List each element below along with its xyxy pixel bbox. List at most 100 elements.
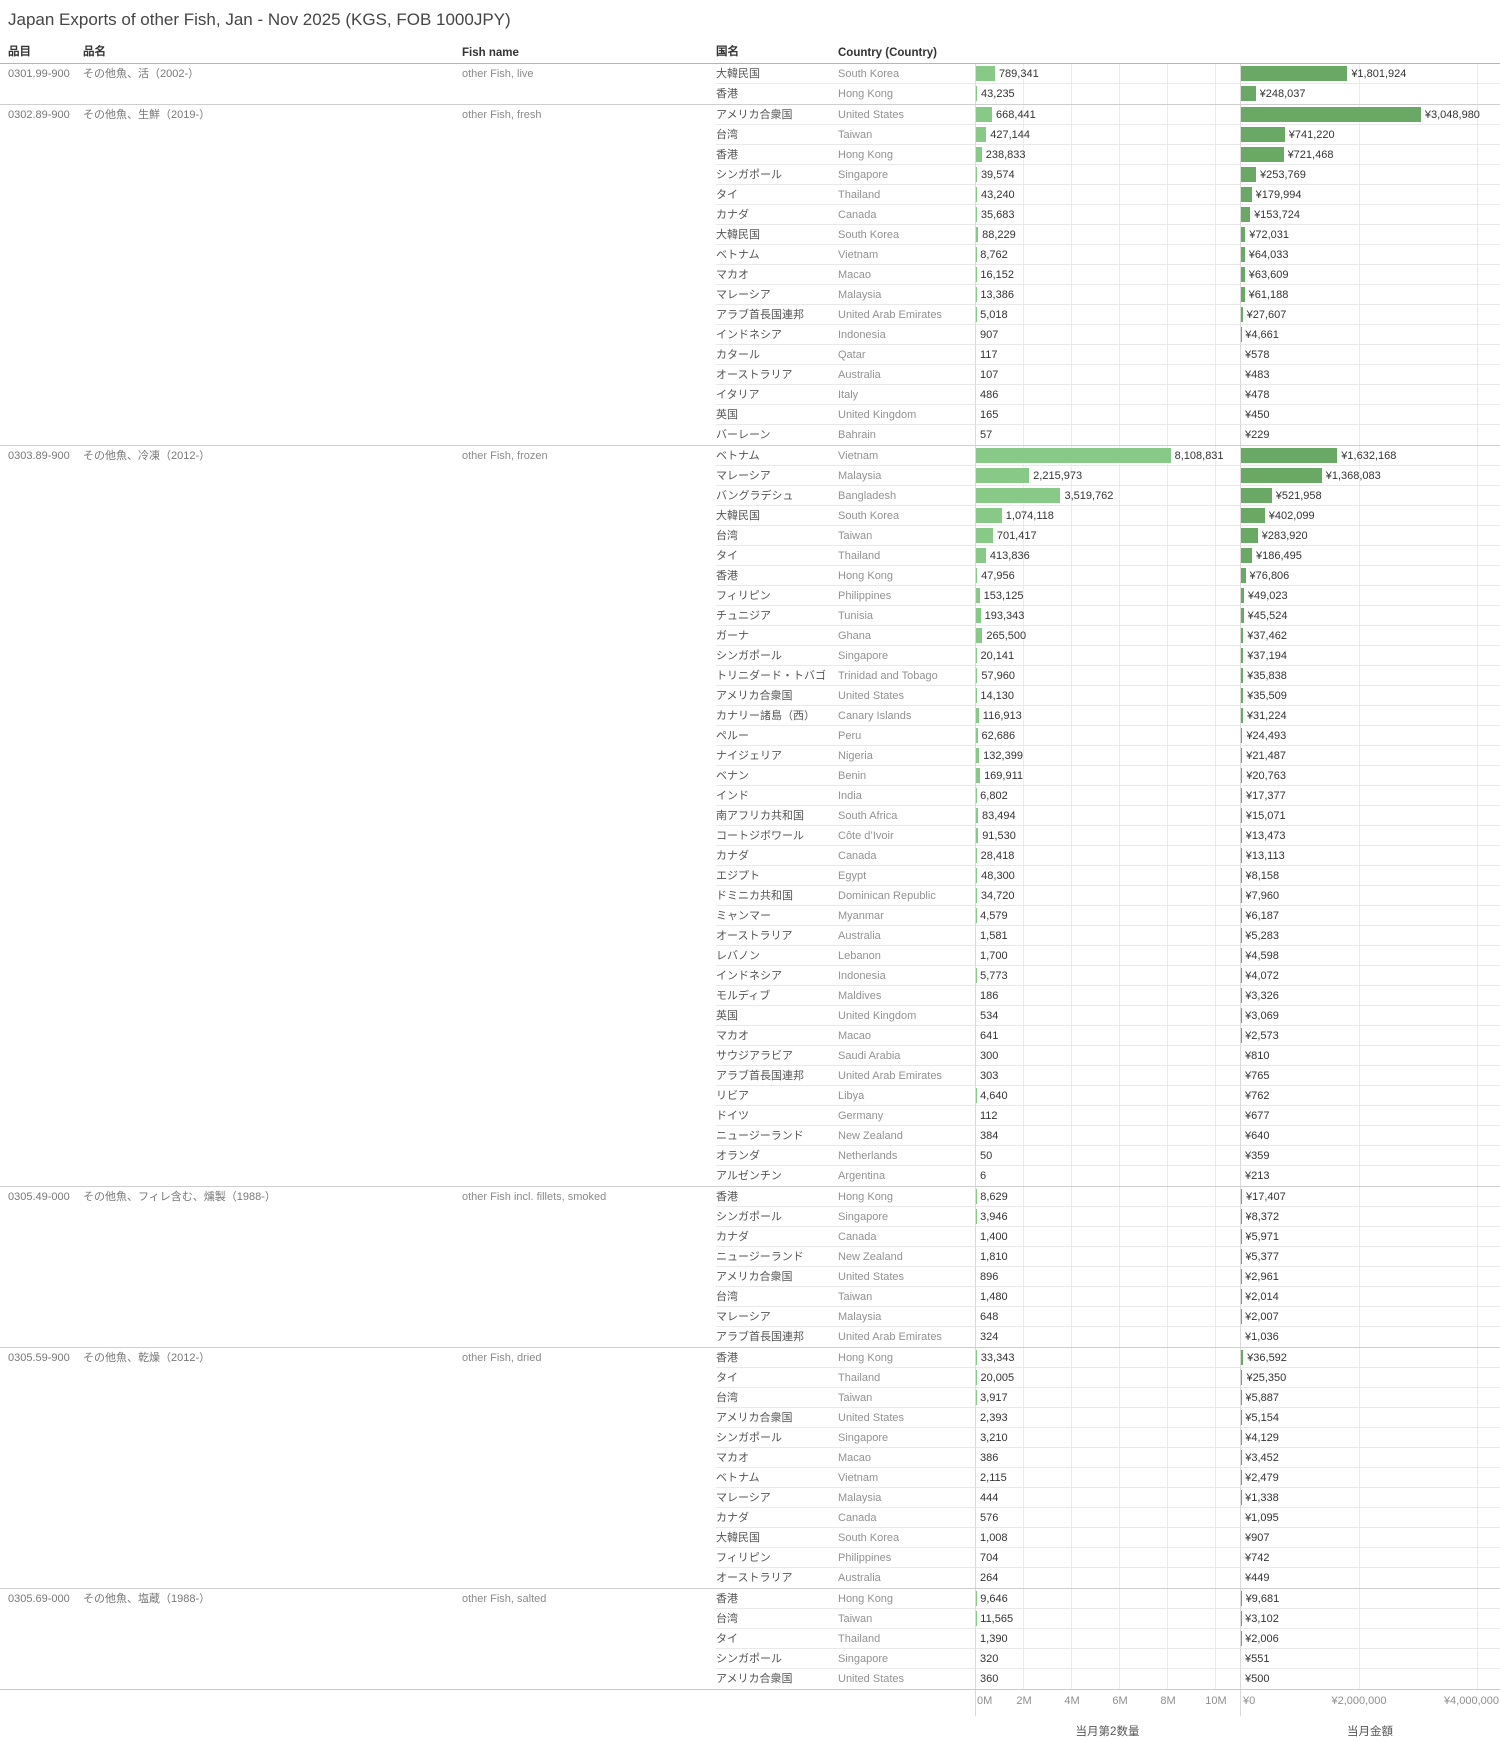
amount-bar[interactable]: [1241, 1370, 1243, 1385]
table-row: アラブ首長国連邦 United Arab Emirates 303 ¥765: [0, 1066, 1500, 1086]
qty-bar[interactable]: [976, 608, 981, 623]
country-name-jp: 台湾: [716, 526, 838, 546]
qty-bar[interactable]: [976, 728, 978, 743]
amount-bar[interactable]: [1241, 227, 1246, 242]
qty-bar-cell: 88,229: [975, 225, 1240, 245]
table-row: タイ Thailand 413,836 ¥186,495: [0, 546, 1500, 566]
qty-bar[interactable]: [976, 848, 977, 863]
qty-bar[interactable]: [976, 488, 1061, 503]
amount-bar-cell: ¥907: [1240, 1528, 1500, 1548]
amount-bar[interactable]: [1241, 448, 1338, 463]
amount-bar[interactable]: [1241, 66, 1348, 81]
qty-value: 1,480: [980, 1291, 1008, 1303]
amount-bar[interactable]: [1241, 107, 1421, 122]
qty-bar[interactable]: [976, 808, 978, 823]
fish-name: [462, 786, 716, 806]
qty-bar[interactable]: [976, 588, 980, 603]
amount-bar[interactable]: [1241, 1591, 1242, 1606]
amount-bar-cell: ¥49,023: [1240, 586, 1500, 606]
item-code: [0, 365, 83, 385]
qty-value: 2,115: [980, 1472, 1007, 1484]
amount-bar[interactable]: [1241, 828, 1242, 843]
qty-bar[interactable]: [976, 86, 978, 101]
amount-bar[interactable]: [1241, 588, 1244, 603]
qty-bar[interactable]: [976, 127, 987, 142]
amount-bar[interactable]: [1241, 848, 1242, 863]
amount-bar[interactable]: [1241, 508, 1265, 523]
qty-bar-cell: 48,300: [975, 866, 1240, 886]
qty-bar[interactable]: [976, 187, 978, 202]
amount-bar[interactable]: [1241, 668, 1244, 683]
qty-bar[interactable]: [976, 147, 982, 162]
amount-bar[interactable]: [1241, 688, 1244, 703]
item-name-jp: [83, 425, 462, 445]
item-code: [0, 1508, 83, 1528]
amount-bar[interactable]: [1241, 708, 1243, 723]
column-header-fish-name: Fish name: [462, 47, 519, 59]
country-name-jp: ガーナ: [716, 626, 838, 646]
amount-bar[interactable]: [1241, 287, 1245, 302]
item-code: [0, 906, 83, 926]
amount-bar[interactable]: [1241, 167, 1256, 182]
qty-bar[interactable]: [976, 668, 978, 683]
country-name-en: United States: [838, 1267, 975, 1287]
table-row: タイ Thailand 1,390 ¥2,006: [0, 1629, 1500, 1649]
table-row: タイ Thailand 20,005 ¥25,350: [0, 1368, 1500, 1388]
amount-bar[interactable]: [1241, 307, 1243, 322]
amount-bar[interactable]: [1241, 86, 1256, 101]
qty-bar[interactable]: [976, 828, 979, 843]
qty-bar[interactable]: [976, 868, 978, 883]
country-name-en: Hong Kong: [838, 1187, 975, 1207]
fish-name: [462, 345, 716, 365]
qty-value: 62,686: [981, 730, 1016, 742]
qty-bar[interactable]: [976, 167, 977, 182]
qty-bar[interactable]: [976, 107, 993, 122]
qty-bar[interactable]: [976, 468, 1030, 483]
amount-bar[interactable]: [1241, 1350, 1244, 1365]
amount-bar[interactable]: [1241, 808, 1242, 823]
qty-bar[interactable]: [976, 227, 979, 242]
qty-bar[interactable]: [976, 448, 1171, 463]
amount-bar[interactable]: [1241, 488, 1272, 503]
amount-bar[interactable]: [1241, 247, 1245, 262]
amount-bar-cell: ¥4,129: [1240, 1428, 1500, 1448]
amount-bar[interactable]: [1241, 187, 1252, 202]
amount-bar[interactable]: [1241, 468, 1322, 483]
country-name-en: United States: [838, 1408, 975, 1428]
item-code: [0, 1086, 83, 1106]
item-code: [0, 305, 83, 325]
amount-bar[interactable]: [1241, 267, 1245, 282]
qty-bar[interactable]: [976, 768, 981, 783]
qty-bar[interactable]: [976, 207, 977, 222]
amount-bar[interactable]: [1241, 147, 1284, 162]
qty-value: 300: [980, 1050, 999, 1062]
item-code: 0301.99-900: [8, 68, 70, 80]
qty-bar[interactable]: [976, 528, 993, 543]
qty-bar[interactable]: [976, 748, 980, 763]
qty-bar[interactable]: [976, 508, 1002, 523]
fish-name: other Fish, dried: [462, 1352, 542, 1364]
amount-bar[interactable]: [1241, 528, 1258, 543]
amount-bar[interactable]: [1241, 1189, 1243, 1204]
qty-bar[interactable]: [976, 66, 995, 81]
qty-bar[interactable]: [976, 888, 977, 903]
qty-bar[interactable]: [976, 1350, 977, 1365]
amount-bar[interactable]: [1241, 207, 1251, 222]
amount-bar[interactable]: [1241, 788, 1243, 803]
qty-bar-cell: 8,629: [975, 1187, 1240, 1207]
amount-bar[interactable]: [1241, 628, 1244, 643]
amount-bar[interactable]: [1241, 608, 1244, 623]
item-code: [0, 1106, 83, 1126]
qty-bar[interactable]: [976, 628, 983, 643]
amount-bar[interactable]: [1241, 648, 1244, 663]
amount-bar[interactable]: [1241, 748, 1243, 763]
amount-bar[interactable]: [1241, 127, 1285, 142]
amount-bar[interactable]: [1241, 568, 1246, 583]
amount-bar[interactable]: [1241, 768, 1243, 783]
qty-bar[interactable]: [976, 568, 978, 583]
amount-bar[interactable]: [1241, 728, 1243, 743]
qty-bar[interactable]: [976, 708, 979, 723]
country-name-en: Vietnam: [838, 245, 975, 265]
qty-bar[interactable]: [976, 548, 986, 563]
amount-bar[interactable]: [1241, 548, 1252, 563]
